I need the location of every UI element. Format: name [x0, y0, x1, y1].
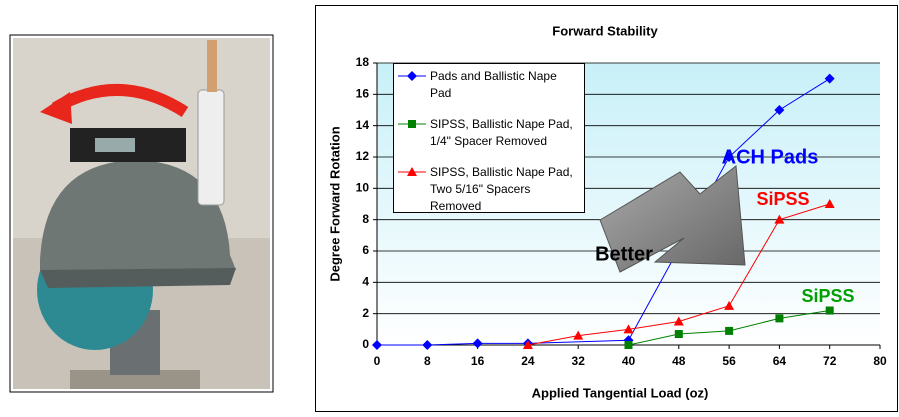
y-tick-label: 10	[356, 181, 370, 195]
legend-swatch	[394, 68, 430, 84]
annotation: ACH Pads	[722, 146, 819, 168]
marker-square	[775, 314, 783, 322]
x-tick-label: 80	[873, 354, 887, 368]
x-tick-label: 56	[722, 354, 736, 368]
y-tick-label: 8	[362, 212, 369, 226]
annotation: Better	[595, 243, 653, 265]
marker-square	[408, 120, 416, 128]
legend: Pads and Ballistic Nape Pad SIPSS, Ballis…	[393, 63, 585, 213]
y-tick-label: 16	[356, 87, 370, 101]
y-tick-label: 18	[356, 55, 370, 69]
y-tick-label: 2	[362, 306, 369, 320]
y-tick-label: 14	[356, 118, 370, 132]
legend-item: SIPSS, Ballistic Nape Pad, Two 5/16" Spa…	[394, 164, 580, 215]
marker-square	[675, 330, 683, 338]
y-tick-label: 4	[362, 275, 369, 289]
legend-label: SIPSS, Ballistic Nape Pad, 1/4" Spacer R…	[430, 116, 580, 150]
y-axis-label: Degree Forward Rotation	[327, 126, 342, 281]
y-tick-label: 6	[362, 243, 369, 257]
x-tick-label: 72	[823, 354, 837, 368]
marker-diamond	[407, 71, 417, 81]
marker-square	[826, 307, 834, 315]
x-tick-label: 16	[471, 354, 485, 368]
legend-swatch	[394, 164, 430, 180]
x-tick-label: 0	[374, 354, 381, 368]
photo	[10, 35, 273, 392]
x-tick-label: 40	[622, 354, 636, 368]
marker-square	[625, 341, 633, 349]
page: {"chart_data": {"type": "line", "title":…	[0, 0, 899, 417]
x-tick-label: 48	[672, 354, 686, 368]
legend-item: SIPSS, Ballistic Nape Pad, 1/4" Spacer R…	[394, 116, 580, 150]
x-tick-label: 64	[773, 354, 787, 368]
legend-item: Pads and Ballistic Nape Pad	[394, 68, 580, 102]
legend-swatch	[394, 116, 430, 132]
legend-label: Pads and Ballistic Nape Pad	[430, 68, 580, 102]
marker-square	[725, 327, 733, 335]
x-tick-label: 8	[424, 354, 431, 368]
legend-label: SIPSS, Ballistic Nape Pad, Two 5/16" Spa…	[430, 164, 580, 215]
x-axis-label: Applied Tangential Load (oz)	[532, 385, 709, 400]
x-tick-label: 32	[572, 354, 586, 368]
annotation: SiPSS	[801, 286, 854, 306]
x-tick-label: 24	[521, 354, 535, 368]
y-tick-label: 12	[356, 149, 370, 163]
chart-title: Forward Stability	[552, 23, 658, 38]
y-tick-label: 0	[362, 337, 369, 351]
annotation: SiPSS	[756, 189, 809, 209]
